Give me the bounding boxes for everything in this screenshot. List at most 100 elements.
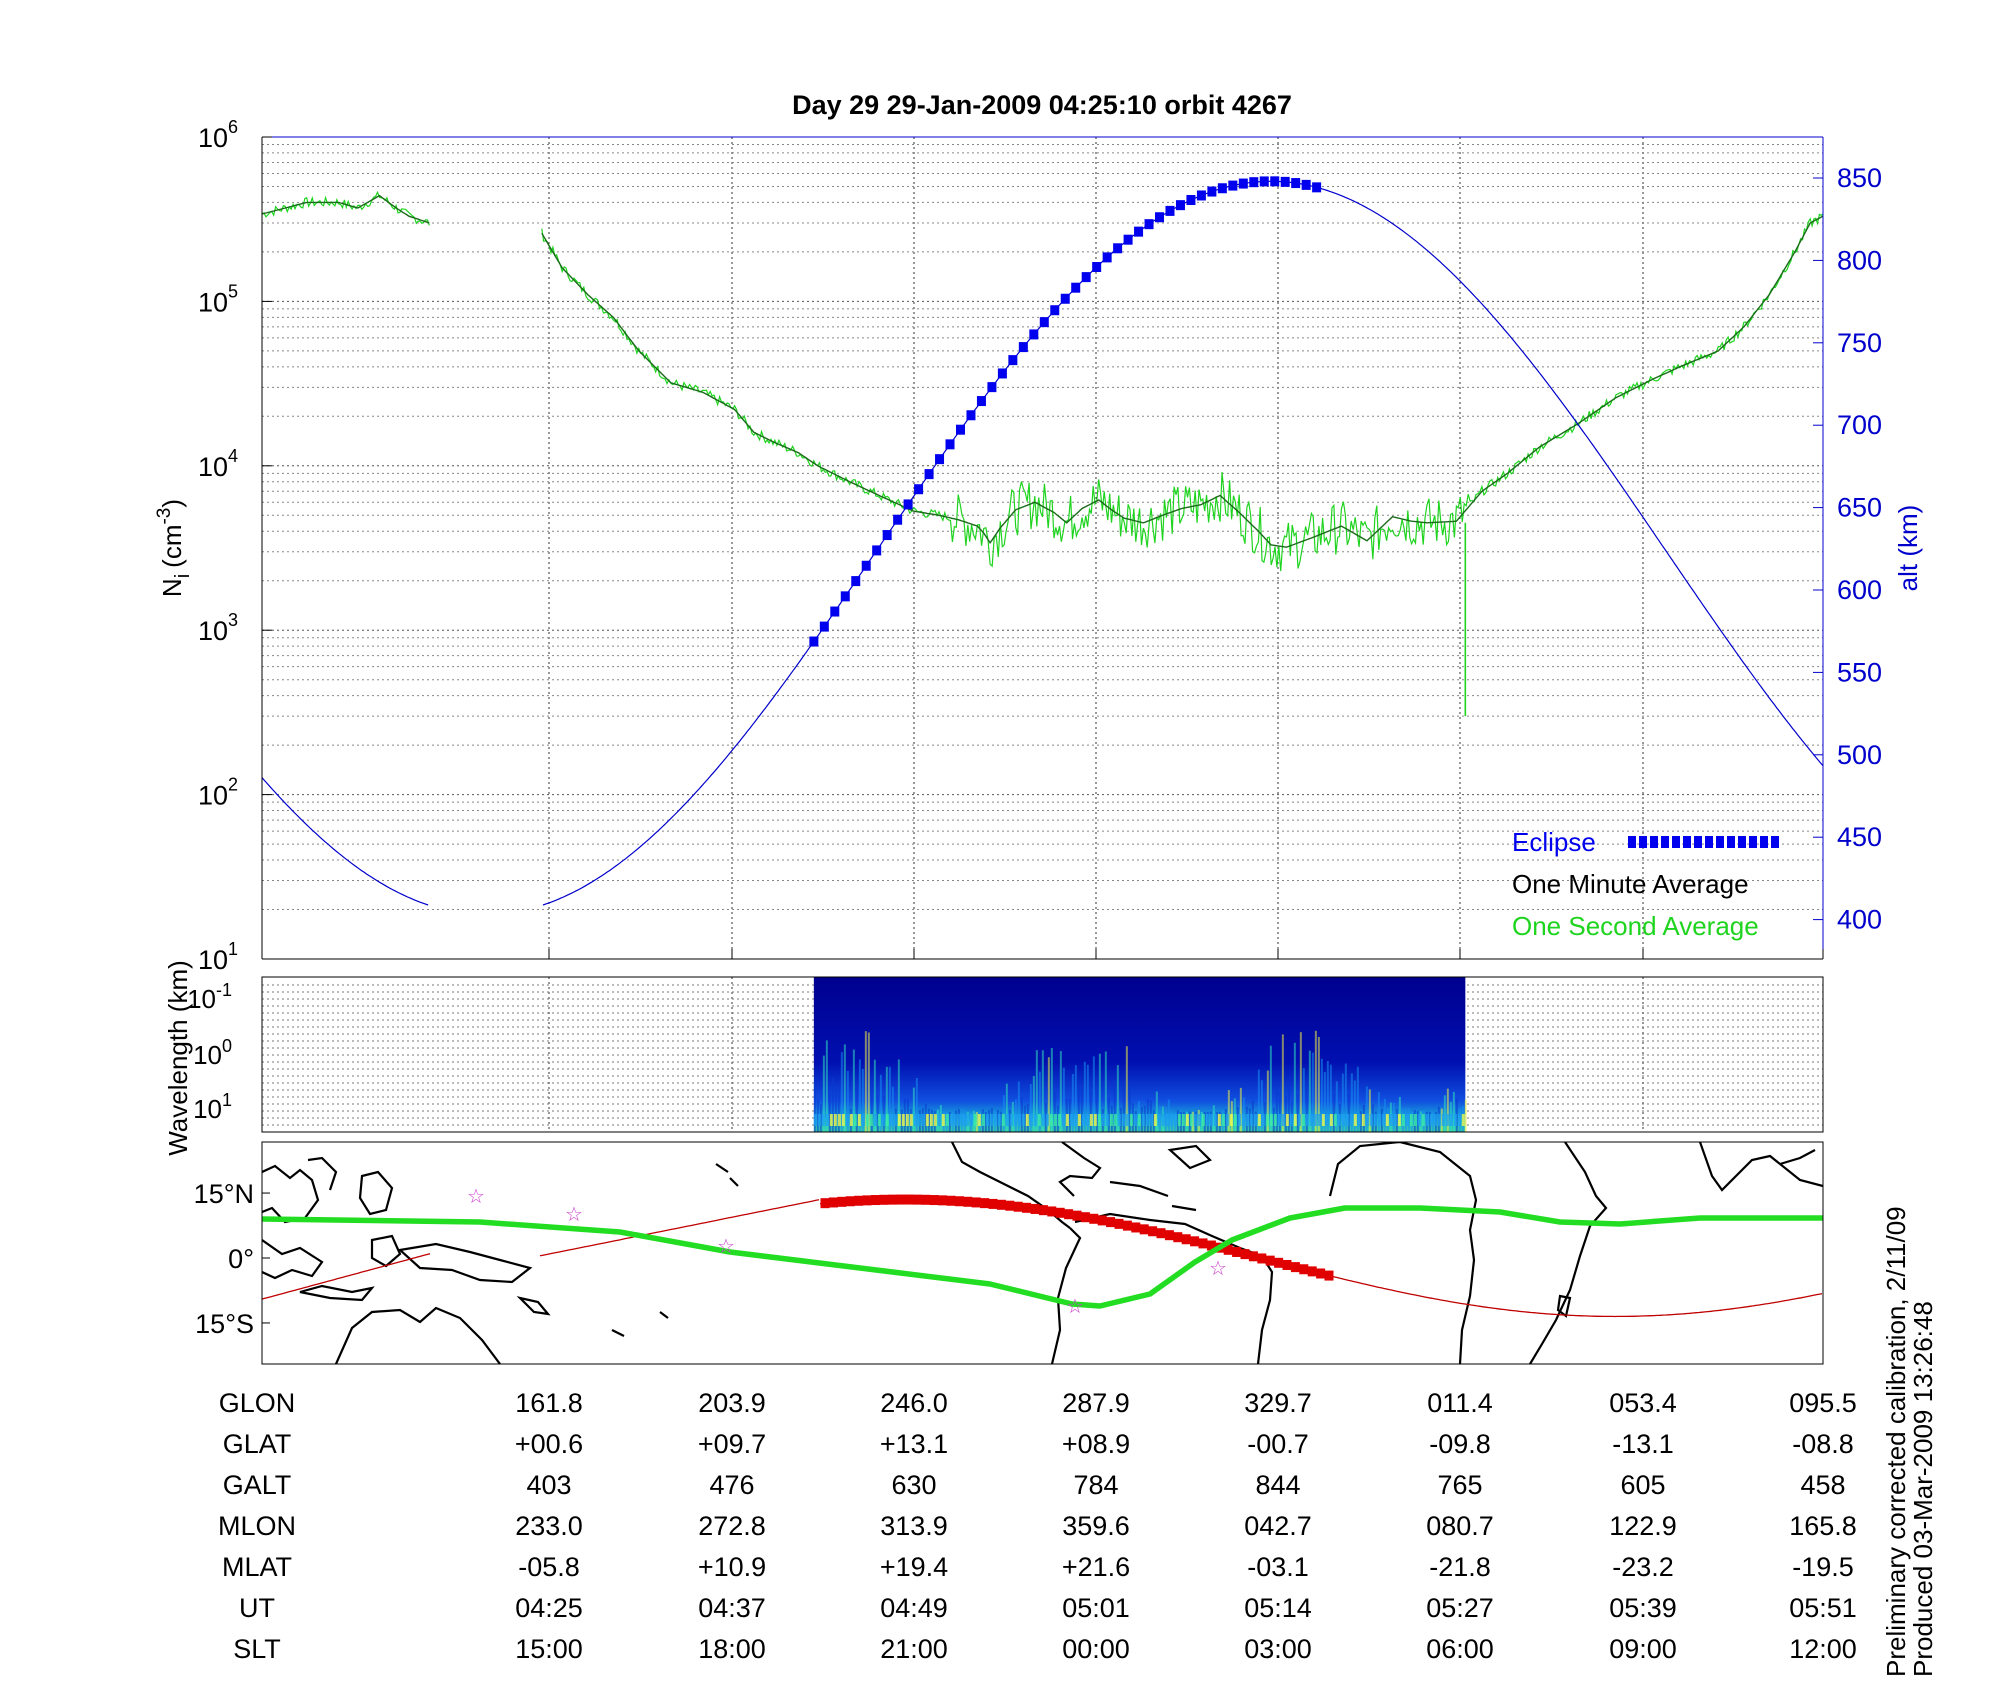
- spectrogram-column: [1261, 1114, 1265, 1126]
- spectrogram-column: [893, 1114, 897, 1126]
- eclipse-marker: [851, 576, 861, 587]
- density-y-label: Ni (cm-3): [154, 499, 194, 597]
- table-row-label: MLAT: [222, 1552, 292, 1582]
- density-tick-label: 101: [198, 939, 238, 975]
- eclipse-marker: [861, 560, 871, 571]
- table-cell: 329.7: [1244, 1388, 1312, 1418]
- eclipse-marker: [1301, 179, 1311, 190]
- map-eclipse-marker: [1206, 1240, 1216, 1251]
- coastline-asia: [299, 1284, 375, 1302]
- spectrogram-column: [1117, 1114, 1121, 1126]
- eclipse-marker: [1291, 178, 1301, 189]
- table-cell: -09.8: [1429, 1429, 1491, 1459]
- spectrogram-column: [1353, 1114, 1357, 1126]
- spectrogram-column: [989, 1114, 993, 1126]
- map-eclipse-marker: [1097, 1215, 1107, 1226]
- coastline-americas: [1167, 1144, 1212, 1170]
- eclipse-marker: [819, 621, 829, 632]
- spectrogram-column: [1369, 1114, 1373, 1126]
- altitude-tick-label: 600: [1837, 575, 1882, 605]
- density-grid: [262, 137, 1823, 959]
- map-eclipse-marker: [1131, 1222, 1141, 1233]
- table-cell: 476: [709, 1470, 754, 1500]
- spectrogram-column: [937, 1114, 941, 1126]
- spectrogram-column: [855, 1085, 858, 1132]
- coastline-americas: [1109, 1180, 1197, 1212]
- spectrogram-column: [921, 1114, 925, 1126]
- spectrogram-column: [1417, 1114, 1421, 1126]
- spectrogram-column: [1332, 1094, 1335, 1132]
- table-cell: 458: [1800, 1470, 1845, 1500]
- spectrogram-column: [1177, 1114, 1181, 1126]
- table-cell: 05:14: [1244, 1593, 1312, 1623]
- spectrogram-column: [1341, 1073, 1344, 1132]
- spectrogram-column: [993, 1114, 997, 1126]
- eclipse-marker: [1123, 234, 1133, 245]
- tick-base: 10: [193, 1040, 222, 1070]
- spectrogram-column: [925, 1114, 929, 1126]
- spectrogram-column: [1041, 1050, 1044, 1132]
- one-minute-average-line: [541, 215, 1823, 548]
- legend-eclipse-square: [1749, 836, 1757, 848]
- legend-eclipse-square: [1694, 836, 1702, 848]
- table-cell: 765: [1437, 1470, 1482, 1500]
- map-eclipse-marker: [963, 1196, 973, 1207]
- spectrogram-column: [845, 1114, 849, 1126]
- spectrogram-column: [1249, 1114, 1253, 1126]
- map-eclipse-marker: [837, 1196, 847, 1207]
- spectrogram-column: [1445, 1114, 1449, 1126]
- map-plot-area: [262, 1142, 1823, 1364]
- spectrogram-column: [1189, 1114, 1193, 1126]
- spectrogram-column: [1169, 1114, 1173, 1126]
- spectrogram-column: [1001, 1114, 1005, 1126]
- eclipse-marker: [1050, 305, 1060, 316]
- tick-exponent: 3: [228, 610, 238, 630]
- map-eclipse-marker: [1139, 1224, 1149, 1235]
- coastline-asia: [397, 1242, 533, 1284]
- spectrogram-column: [825, 1040, 828, 1132]
- spectrogram-column: [965, 1114, 969, 1126]
- coastline-americas: [1058, 1142, 1102, 1197]
- spectrogram-column: [1409, 1114, 1413, 1126]
- spectrogram-column: [1353, 1080, 1356, 1132]
- spectrogram-column: [865, 1114, 869, 1126]
- spectrogram-column: [1021, 1114, 1025, 1126]
- coastline-asia: [1698, 1142, 1823, 1192]
- spectrogram-column: [841, 1114, 845, 1126]
- spectrogram-column: [1401, 1114, 1405, 1126]
- eclipse-marker: [914, 484, 924, 495]
- spectrogram-column: [870, 1083, 873, 1132]
- spectrogram-column: [1317, 1114, 1321, 1126]
- eclipse-marker: [1018, 342, 1028, 353]
- map-eclipse-marker: [904, 1194, 914, 1205]
- table-cell: -23.2: [1612, 1552, 1674, 1582]
- spectrogram-column: [1002, 1095, 1005, 1132]
- spectrogram-column: [997, 1114, 1001, 1126]
- spectrogram-column: [1326, 1060, 1329, 1132]
- spectrogram-column: [1033, 1114, 1037, 1126]
- legend-eclipse-square: [1705, 836, 1713, 848]
- spectrogram-column: [1165, 1114, 1169, 1126]
- spectrogram-column: [843, 1044, 846, 1132]
- spectrogram-column: [1257, 1114, 1261, 1126]
- tick-exponent: 0: [222, 1036, 232, 1056]
- spectrogram-column: [1365, 1114, 1369, 1126]
- spectrogram-column: [1293, 1042, 1296, 1132]
- tick-base: 10: [198, 616, 228, 646]
- spectrogram-column: [833, 1114, 837, 1126]
- spectrogram-column: [949, 1114, 953, 1126]
- spectrogram-column: [1241, 1114, 1245, 1126]
- table-cell: 12:00: [1789, 1634, 1857, 1664]
- spectrogram-column: [1429, 1114, 1433, 1126]
- spectrogram-column: [973, 1114, 977, 1126]
- map-eclipse-marker: [896, 1194, 906, 1205]
- map-eclipse-marker: [1022, 1202, 1032, 1213]
- legend-eclipse-square: [1760, 836, 1768, 848]
- spectrogram-column: [1239, 1087, 1242, 1132]
- spectrogram-column: [905, 1114, 909, 1126]
- map-eclipse-marker: [1156, 1228, 1166, 1239]
- spectrogram-column: [1266, 1070, 1269, 1132]
- spectrogram-column: [1217, 1114, 1221, 1126]
- density-y-ticks: 106 105 104 103 102 101: [198, 117, 272, 975]
- eclipse-marker: [1186, 195, 1196, 206]
